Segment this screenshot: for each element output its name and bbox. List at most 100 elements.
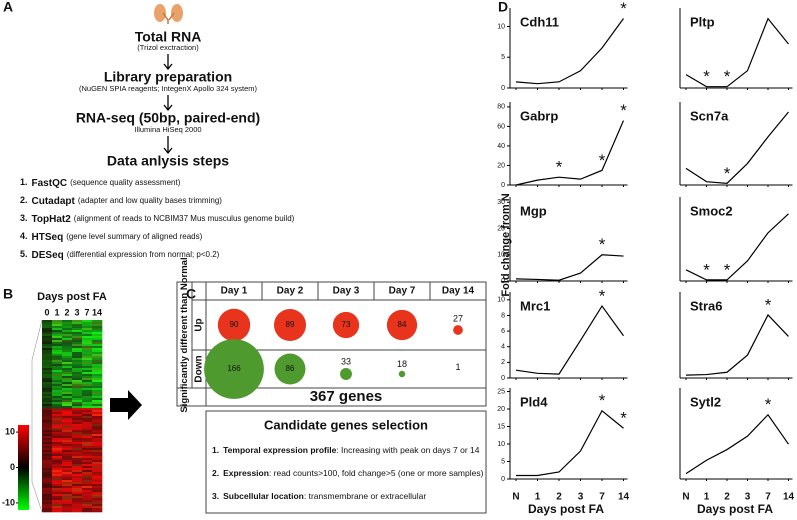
heatmap-cell <box>72 404 83 407</box>
y-tick-label: 5 <box>501 54 505 61</box>
heatmap-cell <box>52 376 63 379</box>
heatmap-cell <box>82 334 93 337</box>
heatmap-cell <box>42 372 53 375</box>
heatmap-cell <box>82 394 93 397</box>
heatmap-cell <box>52 364 63 367</box>
heatmap-cell <box>72 368 83 371</box>
heatmap-cell <box>42 364 53 367</box>
heatmap-cell <box>92 486 103 489</box>
text-run: : read counts>100, fold change>5 (one or… <box>269 468 484 478</box>
heatmap-cell <box>72 474 83 477</box>
heatmap-cell <box>62 478 73 481</box>
heatmap-cell <box>52 498 63 501</box>
heatmap-cell <box>82 338 93 341</box>
heatmap-cell <box>92 458 103 461</box>
heatmap-cell <box>92 426 103 429</box>
row-label: Down <box>194 355 205 382</box>
y-tick-label: 0 <box>501 278 505 285</box>
heatmap-cell <box>62 456 73 459</box>
heatmap-cell <box>82 488 93 491</box>
heatmap-cell <box>92 326 103 329</box>
text-run: 1. <box>20 177 28 187</box>
heatmap-cell <box>72 442 83 445</box>
heatmap-cell <box>92 500 103 503</box>
heatmap-cell <box>42 496 53 499</box>
heatmap-cell <box>62 370 73 373</box>
heatmap-cell <box>42 498 53 501</box>
heatmap-cell <box>42 408 53 411</box>
heatmap-cell <box>42 368 53 371</box>
heatmap-cell <box>82 496 93 499</box>
heatmap-cell <box>72 324 83 327</box>
heatmap-cell <box>72 458 83 461</box>
y-tick-label: 5 <box>501 458 505 465</box>
heatmap-cell <box>62 462 73 465</box>
heatmap-cell <box>82 468 93 471</box>
heatmap-cell <box>92 396 103 399</box>
heatmap-cell <box>52 352 63 355</box>
heatmap-cell <box>42 382 53 385</box>
heatmap-cell <box>62 320 73 323</box>
heatmap-cell <box>92 350 103 353</box>
heatmap-cell <box>62 416 73 419</box>
heatmap-cell <box>42 332 53 335</box>
heatmap-cell <box>42 404 53 407</box>
heatmap-cell <box>92 340 103 343</box>
text-run: (differential expression from normal; p<… <box>67 250 220 259</box>
y-tick-label: 2 <box>501 359 505 366</box>
heatmap-cell <box>72 342 83 345</box>
heatmap-cell <box>62 338 73 341</box>
step-arrow-head <box>163 147 173 155</box>
heatmap-cell <box>82 472 93 475</box>
heatmap-cell <box>92 474 103 477</box>
heatmap-cell <box>42 340 53 343</box>
significance-star: * <box>620 0 627 18</box>
analysis-step: 4. HTSeq (gene level summary of aligned re… <box>20 231 203 242</box>
heatmap-cell <box>82 416 93 419</box>
y-axis-title: Fold change from N <box>500 193 512 296</box>
heatmap-cell <box>92 330 103 333</box>
y-tick-label: 80 <box>497 104 505 111</box>
heatmap-cell <box>42 392 53 395</box>
significance-star: * <box>765 295 772 314</box>
column-header: Day 7 <box>389 286 416 297</box>
heatmap-cell <box>62 492 73 495</box>
heatmap-cell <box>92 360 103 363</box>
heatmap-cell <box>82 358 93 361</box>
heatmap-cell <box>92 472 103 475</box>
heatmap-cell <box>62 428 73 431</box>
significance-star: * <box>724 260 731 279</box>
heatmap-cell <box>52 406 63 409</box>
heatmap-cell <box>52 500 63 503</box>
heatmap-cell <box>42 466 53 469</box>
x-axis-title: Days post FA <box>528 502 604 516</box>
bubble <box>332 311 360 339</box>
heatmap-cell <box>62 508 73 511</box>
heatmap-cell <box>52 408 63 411</box>
heatmap-cell <box>42 480 53 483</box>
heatmap-cell <box>52 392 63 395</box>
heatmap-cell <box>92 332 103 335</box>
heatmap-cell <box>62 440 73 443</box>
heatmap-cell <box>82 480 93 483</box>
heatmap-cell <box>42 344 53 347</box>
heatmap-cell <box>42 422 53 425</box>
heatmap-cell <box>82 506 93 509</box>
heatmap-cell <box>42 484 53 487</box>
heatmap-cell <box>52 462 63 465</box>
heatmap-cell <box>82 494 93 497</box>
heatmap-cell <box>72 366 83 369</box>
heatmap-cell <box>62 454 73 457</box>
heatmap-cell <box>72 330 83 333</box>
heatmap-cell <box>82 332 93 335</box>
heatmap-cell <box>82 320 93 323</box>
heatmap-cell <box>52 454 63 457</box>
heatmap-column-label: 2 <box>64 307 69 317</box>
heatmap-cell <box>82 336 93 339</box>
heatmap-cell <box>92 410 103 413</box>
heatmap-column-label: 0 <box>44 307 49 317</box>
x-tick-label: 14 <box>618 492 630 503</box>
heatmap-cell <box>82 346 93 349</box>
text-run: Subcellular location <box>223 491 304 501</box>
heatmap-cell <box>42 388 53 391</box>
